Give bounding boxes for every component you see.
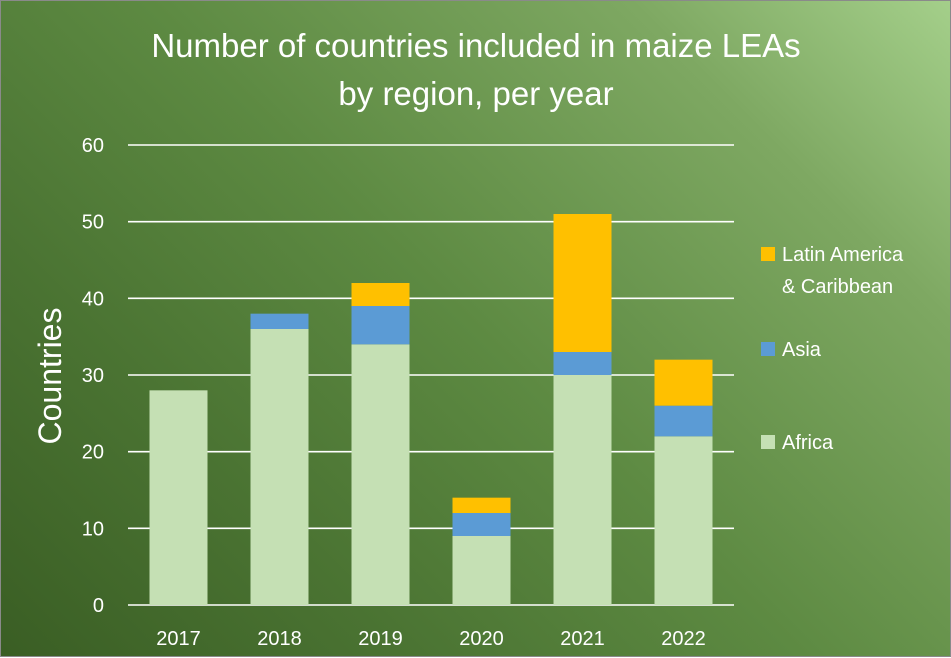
legend-label-africa: Africa [782,432,834,454]
x-tick-label-2018: 2018 [257,628,302,650]
x-tick-label-2022: 2022 [661,628,706,650]
chart-title-line-1: Number of countries included in maize LE… [151,27,800,64]
bar-2022-asia [654,405,713,437]
bars [149,214,713,605]
legend-swatch-asia [761,342,775,356]
bar-2022-latin-america-caribbean [654,359,713,406]
bar-2020-africa [452,536,511,605]
y-axis-label: Countries [32,308,68,445]
bar-2021-africa [553,375,612,605]
bar-2020-latin-america-caribbean [452,497,511,513]
bar-2019-asia [351,306,410,345]
bar-2018-asia [250,313,309,329]
legend: Latin America & Caribbean Asia Africa [761,244,904,454]
bar-2019-latin-america-caribbean [351,283,410,306]
y-tick-label-50: 50 [82,212,104,234]
bar-2021-asia [553,352,612,375]
legend-swatch-africa [761,435,775,449]
axis-ticks: 0 10 20 30 40 50 60 2017 2018 2019 2020 2021 2022 [82,135,706,650]
bar-2020-asia [452,513,511,536]
bar-2018-africa [250,329,309,605]
y-tick-label-20: 20 [82,442,104,464]
x-tick-label-2021: 2021 [560,628,605,650]
bar-2017-africa [149,390,208,605]
gridlines [128,144,734,606]
y-tick-label-60: 60 [82,135,104,157]
legend-swatch-latin-america-caribbean [761,247,775,261]
y-tick-label-0: 0 [93,595,104,617]
legend-label-latin-america-caribbean-line-1: Latin America [782,244,904,266]
x-tick-label-2020: 2020 [459,628,504,650]
legend-label-asia: Asia [782,339,822,361]
x-tick-label-2019: 2019 [358,628,403,650]
x-tick-label-2017: 2017 [156,628,201,650]
bar-2022-africa [654,436,713,605]
chart-title-line-2: by region, per year [338,75,613,112]
y-tick-label-10: 10 [82,518,104,540]
bar-2019-africa [351,344,410,605]
bar-2021-latin-america-caribbean [553,214,612,352]
legend-label-latin-america-caribbean-line-2: & Caribbean [782,276,893,298]
y-tick-label-40: 40 [82,288,104,310]
y-tick-label-30: 30 [82,365,104,387]
